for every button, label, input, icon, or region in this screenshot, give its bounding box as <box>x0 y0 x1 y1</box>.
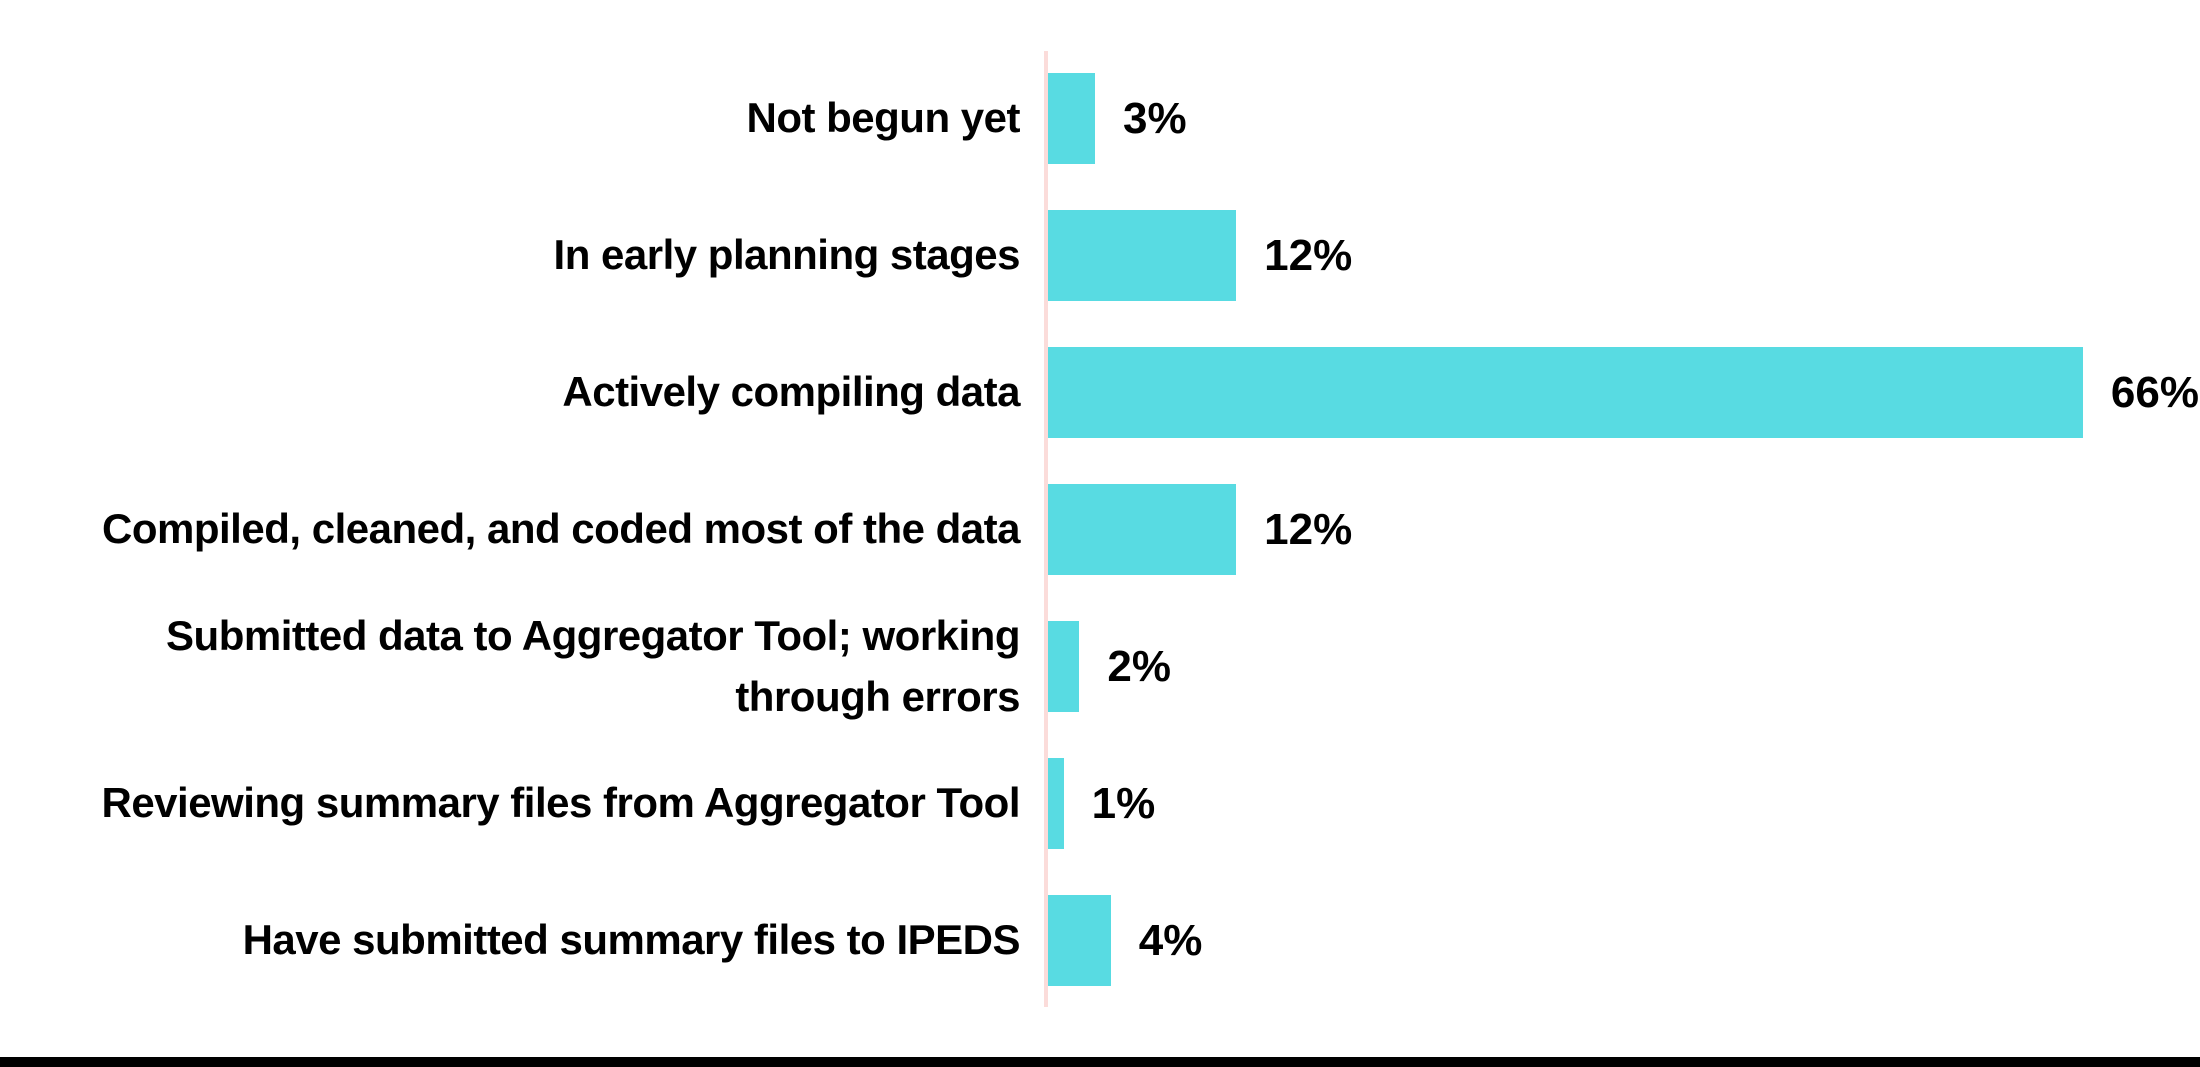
category-label: Actively compiling data <box>562 368 1020 416</box>
plot-area: 4% <box>1048 872 2200 1009</box>
chart-row: Actively compiling data 66% <box>0 324 2200 461</box>
value-label: 4% <box>1138 915 1203 965</box>
chart-rows: Not begun yet 3% In early planning stage… <box>0 50 2200 1009</box>
chart-row: Reviewing summary files from Aggregator … <box>0 735 2200 872</box>
plot-area: 66% <box>1048 324 2200 461</box>
category-label: Compiled, cleaned, and coded most of the… <box>102 505 1020 553</box>
chart-row: Have submitted summary files to IPEDS 4% <box>0 872 2200 1009</box>
category-label: Have submitted summary files to IPEDS <box>242 916 1021 964</box>
footer-bar <box>0 1057 2200 1067</box>
value-label: 12% <box>1264 230 1353 280</box>
chart-row: In early planning stages 12% <box>0 187 2200 324</box>
bar <box>1048 484 1237 575</box>
value-label: 1% <box>1091 778 1156 828</box>
bar <box>1048 758 1064 849</box>
category-axis-line <box>1044 51 1048 1007</box>
bar <box>1048 347 2083 438</box>
bar <box>1048 73 1096 164</box>
value-label: 3% <box>1123 93 1187 143</box>
value-label: 2% <box>1107 641 1171 691</box>
value-label: 12% <box>1264 504 1353 554</box>
value-label: 66% <box>2110 367 2199 417</box>
plot-area: 12% <box>1048 461 2200 598</box>
bar <box>1048 621 1080 712</box>
chart-row: Not begun yet 3% <box>0 50 2200 187</box>
plot-area: 12% <box>1048 187 2200 324</box>
chart-row: Compiled, cleaned, and coded most of the… <box>0 461 2200 598</box>
category-label: Submitted data to Aggregator Tool; worki… <box>166 611 1020 720</box>
bar <box>1048 210 1237 301</box>
bar <box>1048 895 1111 986</box>
chart-row: Submitted data to Aggregator Tool; worki… <box>0 598 2200 735</box>
category-label: In early planning stages <box>553 231 1021 279</box>
category-label: Reviewing summary files from Aggregator … <box>101 779 1020 827</box>
category-label: Not begun yet <box>746 94 1021 142</box>
plot-area: 1% <box>1048 735 2200 872</box>
plot-area: 2% <box>1048 598 2200 735</box>
plot-area: 3% <box>1048 50 2200 187</box>
